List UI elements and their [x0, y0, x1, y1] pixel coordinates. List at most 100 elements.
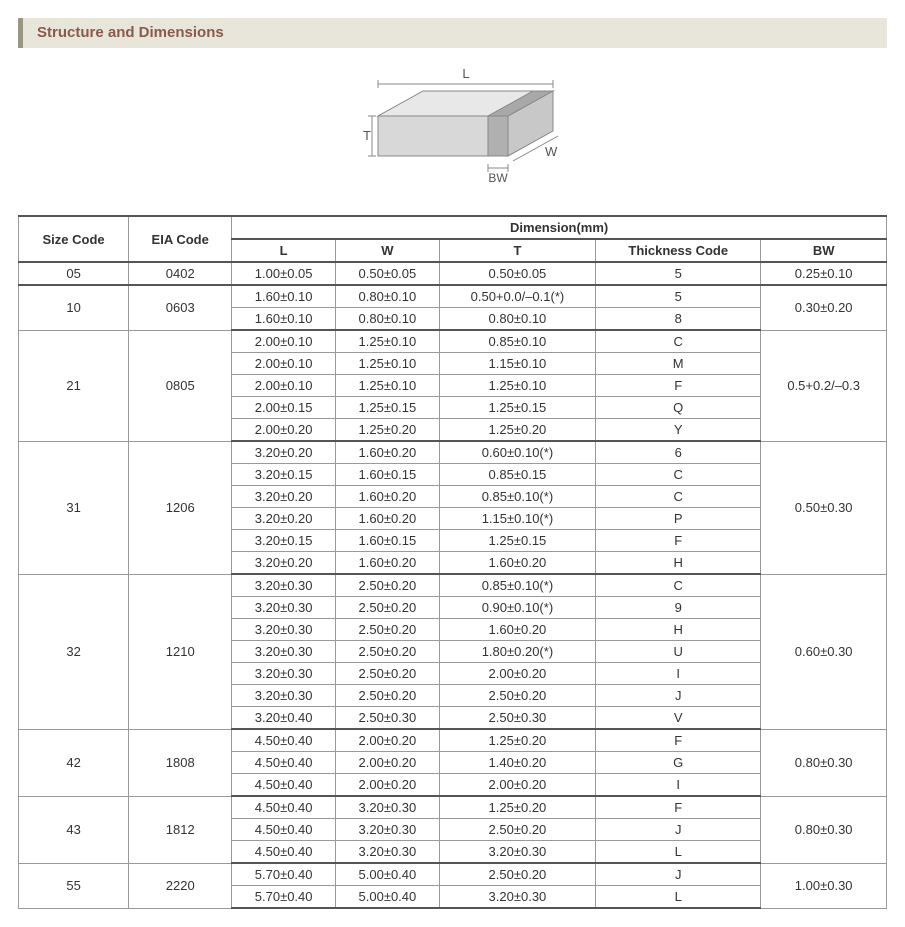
- cell-T: 0.50±0.05: [439, 262, 595, 285]
- dimensions-table: Size Code EIA Code Dimension(mm) L W T T…: [18, 215, 887, 909]
- cell-TC: H: [596, 552, 761, 575]
- cell-L: 4.50±0.40: [232, 774, 336, 797]
- cell-size-code: 43: [19, 796, 129, 863]
- cell-L: 3.20±0.20: [232, 486, 336, 508]
- cell-size-code: 42: [19, 729, 129, 796]
- cell-W: 1.60±0.20: [336, 508, 440, 530]
- table-row: 4218084.50±0.402.00±0.201.25±0.20F0.80±0…: [19, 729, 887, 752]
- cell-L: 1.60±0.10: [232, 285, 336, 308]
- cell-T: 1.25±0.20: [439, 796, 595, 819]
- cell-T: 0.90±0.10(*): [439, 597, 595, 619]
- cell-L: 2.00±0.10: [232, 375, 336, 397]
- cell-size-code: 21: [19, 330, 129, 441]
- cell-T: 1.25±0.15: [439, 530, 595, 552]
- cell-W: 2.50±0.30: [336, 707, 440, 730]
- cell-TC: F: [596, 796, 761, 819]
- cell-W: 2.50±0.20: [336, 574, 440, 597]
- cell-W: 3.20±0.30: [336, 819, 440, 841]
- cell-T: 0.85±0.15: [439, 464, 595, 486]
- col-eia-code: EIA Code: [129, 216, 232, 262]
- cell-T: 1.25±0.15: [439, 397, 595, 419]
- cell-T: 0.85±0.10: [439, 330, 595, 353]
- cell-W: 1.25±0.10: [336, 330, 440, 353]
- col-BW: BW: [761, 239, 887, 262]
- cell-W: 1.25±0.20: [336, 419, 440, 442]
- cell-T: 1.60±0.20: [439, 552, 595, 575]
- cell-L: 3.20±0.30: [232, 663, 336, 685]
- cell-TC: I: [596, 663, 761, 685]
- cell-W: 0.80±0.10: [336, 308, 440, 331]
- cell-T: 1.15±0.10(*): [439, 508, 595, 530]
- cell-W: 1.60±0.15: [336, 464, 440, 486]
- cell-eia-code: 1210: [129, 574, 232, 729]
- cell-L: 2.00±0.10: [232, 330, 336, 353]
- cell-bw: 0.80±0.30: [761, 729, 887, 796]
- cell-bw: 0.80±0.30: [761, 796, 887, 863]
- cell-W: 3.20±0.30: [336, 841, 440, 864]
- cell-size-code: 05: [19, 262, 129, 285]
- col-size-code: Size Code: [19, 216, 129, 262]
- cell-T: 0.80±0.10: [439, 308, 595, 331]
- cell-L: 3.20±0.30: [232, 685, 336, 707]
- cell-W: 2.50±0.20: [336, 685, 440, 707]
- cell-T: 1.80±0.20(*): [439, 641, 595, 663]
- cell-W: 1.60±0.15: [336, 530, 440, 552]
- cell-eia-code: 2220: [129, 863, 232, 908]
- cell-T: 0.50+0.0/–0.1(*): [439, 285, 595, 308]
- cell-TC: J: [596, 819, 761, 841]
- cell-W: 2.00±0.20: [336, 774, 440, 797]
- cell-TC: H: [596, 619, 761, 641]
- cell-W: 1.60±0.20: [336, 552, 440, 575]
- cell-L: 3.20±0.30: [232, 619, 336, 641]
- cell-L: 1.60±0.10: [232, 308, 336, 331]
- cell-T: 0.60±0.10(*): [439, 441, 595, 464]
- cell-TC: I: [596, 774, 761, 797]
- cell-TC: 6: [596, 441, 761, 464]
- cell-TC: Q: [596, 397, 761, 419]
- cell-TC: J: [596, 863, 761, 886]
- col-L: L: [232, 239, 336, 262]
- cell-L: 3.20±0.15: [232, 530, 336, 552]
- cell-TC: P: [596, 508, 761, 530]
- col-T: T: [439, 239, 595, 262]
- cell-W: 2.50±0.20: [336, 641, 440, 663]
- cell-TC: J: [596, 685, 761, 707]
- cell-T: 1.25±0.20: [439, 419, 595, 442]
- cell-W: 5.00±0.40: [336, 863, 440, 886]
- cell-L: 4.50±0.40: [232, 841, 336, 864]
- cell-W: 1.25±0.15: [336, 397, 440, 419]
- cell-L: 2.00±0.20: [232, 419, 336, 442]
- cell-W: 2.50±0.20: [336, 597, 440, 619]
- table-row: 3112063.20±0.201.60±0.200.60±0.10(*)60.5…: [19, 441, 887, 464]
- cell-TC: 8: [596, 308, 761, 331]
- col-dimension: Dimension(mm): [232, 216, 887, 239]
- cell-T: 2.50±0.20: [439, 685, 595, 707]
- cell-W: 2.50±0.20: [336, 663, 440, 685]
- cell-TC: 5: [596, 285, 761, 308]
- cell-bw: 0.30±0.20: [761, 285, 887, 330]
- cell-T: 2.00±0.20: [439, 663, 595, 685]
- cell-W: 1.60±0.20: [336, 441, 440, 464]
- cell-TC: V: [596, 707, 761, 730]
- cell-T: 3.20±0.30: [439, 841, 595, 864]
- cell-L: 5.70±0.40: [232, 863, 336, 886]
- cell-TC: L: [596, 841, 761, 864]
- cell-W: 1.25±0.10: [336, 375, 440, 397]
- cell-eia-code: 1808: [129, 729, 232, 796]
- cell-T: 0.85±0.10(*): [439, 486, 595, 508]
- section-header: Structure and Dimensions: [18, 18, 887, 48]
- cell-TC: C: [596, 330, 761, 353]
- dimension-diagram: L T W BW: [18, 56, 887, 201]
- cell-T: 1.40±0.20: [439, 752, 595, 774]
- cell-bw: 0.50±0.30: [761, 441, 887, 574]
- cell-W: 1.25±0.10: [336, 353, 440, 375]
- cell-L: 4.50±0.40: [232, 752, 336, 774]
- cell-W: 3.20±0.30: [336, 796, 440, 819]
- table-row: 1006031.60±0.100.80±0.100.50+0.0/–0.1(*)…: [19, 285, 887, 308]
- cell-bw: 0.5+0.2/–0.3: [761, 330, 887, 441]
- cell-L: 2.00±0.15: [232, 397, 336, 419]
- cell-L: 3.20±0.30: [232, 641, 336, 663]
- cell-eia-code: 0603: [129, 285, 232, 330]
- cell-T: 2.50±0.30: [439, 707, 595, 730]
- cell-T: 2.50±0.20: [439, 863, 595, 886]
